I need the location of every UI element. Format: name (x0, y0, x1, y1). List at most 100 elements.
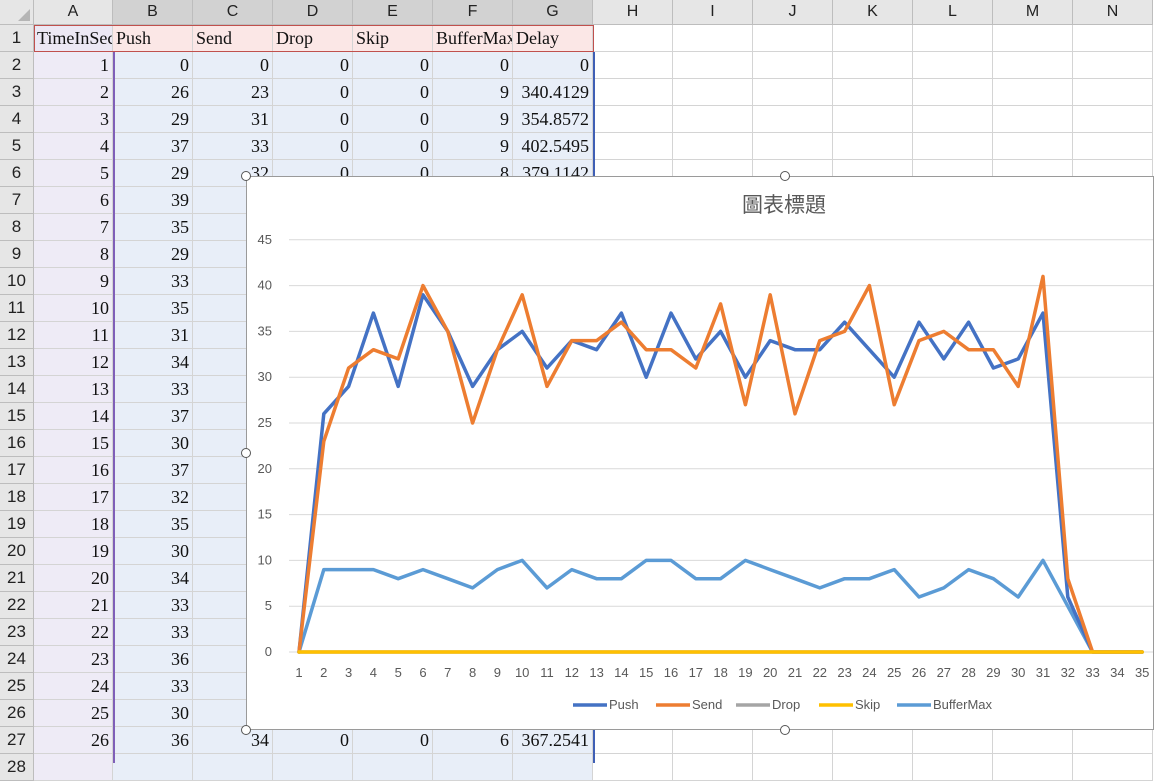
row-header[interactable]: 28 (0, 754, 34, 781)
empty-cell[interactable] (833, 106, 913, 133)
empty-cell[interactable] (913, 52, 993, 79)
data-cell[interactable]: 8 (34, 241, 113, 268)
chart-resize-handle-top[interactable] (780, 171, 790, 181)
column-header-c[interactable]: C (193, 0, 273, 25)
column-header-i[interactable]: I (673, 0, 753, 25)
data-cell[interactable]: 11 (34, 322, 113, 349)
empty-cell[interactable] (913, 106, 993, 133)
empty-cell[interactable] (673, 25, 753, 52)
header-cell[interactable]: Send (193, 25, 273, 52)
data-cell[interactable] (433, 754, 513, 781)
empty-cell[interactable] (593, 727, 673, 754)
data-cell[interactable]: 0 (433, 52, 513, 79)
data-cell[interactable]: 23 (34, 646, 113, 673)
row-header[interactable]: 21 (0, 565, 34, 592)
empty-cell[interactable] (833, 133, 913, 160)
data-cell[interactable] (113, 754, 193, 781)
data-cell[interactable]: 30 (113, 538, 193, 565)
empty-cell[interactable] (993, 106, 1073, 133)
row-header[interactable]: 26 (0, 700, 34, 727)
empty-cell[interactable] (673, 754, 753, 781)
row-header[interactable]: 7 (0, 187, 34, 214)
data-cell[interactable]: 0 (513, 52, 593, 79)
data-cell[interactable]: 33 (113, 268, 193, 295)
data-cell[interactable]: 31 (113, 322, 193, 349)
data-cell[interactable]: 2 (34, 79, 113, 106)
data-cell[interactable]: 24 (34, 673, 113, 700)
empty-cell[interactable] (753, 106, 833, 133)
data-cell[interactable]: 340.4129 (513, 79, 593, 106)
empty-cell[interactable] (1073, 133, 1153, 160)
header-cell[interactable]: Push (113, 25, 193, 52)
empty-cell[interactable] (753, 754, 833, 781)
empty-cell[interactable] (913, 25, 993, 52)
empty-cell[interactable] (1073, 727, 1153, 754)
data-cell[interactable] (513, 754, 593, 781)
column-header-j[interactable]: J (753, 0, 833, 25)
row-header[interactable]: 9 (0, 241, 34, 268)
data-cell[interactable]: 14 (34, 403, 113, 430)
empty-cell[interactable] (993, 79, 1073, 106)
data-cell[interactable]: 26 (113, 79, 193, 106)
row-header[interactable]: 10 (0, 268, 34, 295)
data-cell[interactable]: 0 (353, 133, 433, 160)
data-cell[interactable]: 9 (433, 133, 513, 160)
data-cell[interactable]: 36 (113, 727, 193, 754)
header-cell[interactable]: Drop (273, 25, 353, 52)
row-header[interactable]: 14 (0, 376, 34, 403)
data-cell[interactable]: 6 (433, 727, 513, 754)
data-cell[interactable]: 5 (34, 160, 113, 187)
row-header[interactable]: 13 (0, 349, 34, 376)
header-cell[interactable]: BufferMax (433, 25, 513, 52)
data-cell[interactable]: 3 (34, 106, 113, 133)
data-cell[interactable]: 21 (34, 592, 113, 619)
data-cell[interactable]: 9 (433, 106, 513, 133)
row-header[interactable]: 4 (0, 106, 34, 133)
empty-cell[interactable] (833, 25, 913, 52)
data-cell[interactable]: 354.8572 (513, 106, 593, 133)
empty-cell[interactable] (753, 25, 833, 52)
empty-cell[interactable] (593, 79, 673, 106)
line-chart[interactable]: 圖表標題 0 5 10 15 20 25 30 35 40 45 1 2 3 4 5 6 7 8 9 10 11 12 13 1… (246, 176, 1154, 730)
empty-cell[interactable] (1073, 754, 1153, 781)
column-header-n[interactable]: N (1073, 0, 1153, 25)
chart-resize-handle-left[interactable] (241, 448, 251, 458)
data-cell[interactable] (34, 754, 113, 781)
data-cell[interactable]: 16 (34, 457, 113, 484)
data-cell[interactable]: 1 (34, 52, 113, 79)
data-cell[interactable]: 0 (193, 52, 273, 79)
row-header[interactable]: 6 (0, 160, 34, 187)
data-cell[interactable]: 9 (34, 268, 113, 295)
data-cell[interactable]: 13 (34, 376, 113, 403)
empty-cell[interactable] (673, 727, 753, 754)
data-cell[interactable]: 30 (113, 700, 193, 727)
data-cell[interactable]: 39 (113, 187, 193, 214)
empty-cell[interactable] (993, 727, 1073, 754)
row-header[interactable]: 22 (0, 592, 34, 619)
data-cell[interactable]: 34 (113, 565, 193, 592)
data-cell[interactable]: 33 (193, 133, 273, 160)
column-header-g[interactable]: G (513, 0, 593, 25)
data-cell[interactable]: 0 (273, 727, 353, 754)
data-cell[interactable]: 35 (113, 214, 193, 241)
empty-cell[interactable] (593, 25, 673, 52)
empty-cell[interactable] (593, 133, 673, 160)
data-cell[interactable] (353, 754, 433, 781)
column-header-d[interactable]: D (273, 0, 353, 25)
row-header[interactable]: 5 (0, 133, 34, 160)
data-cell[interactable]: 402.5495 (513, 133, 593, 160)
column-header-f[interactable]: F (433, 0, 513, 25)
data-cell[interactable]: 0 (353, 79, 433, 106)
data-cell[interactable]: 33 (113, 376, 193, 403)
data-cell[interactable] (193, 754, 273, 781)
data-cell[interactable]: 29 (113, 106, 193, 133)
row-header[interactable]: 15 (0, 403, 34, 430)
row-header[interactable]: 23 (0, 619, 34, 646)
column-header-b[interactable]: B (113, 0, 193, 25)
data-cell[interactable]: 9 (433, 79, 513, 106)
row-header[interactable]: 16 (0, 430, 34, 457)
empty-cell[interactable] (753, 52, 833, 79)
empty-cell[interactable] (673, 79, 753, 106)
data-cell[interactable]: 26 (34, 727, 113, 754)
data-cell[interactable]: 31 (193, 106, 273, 133)
